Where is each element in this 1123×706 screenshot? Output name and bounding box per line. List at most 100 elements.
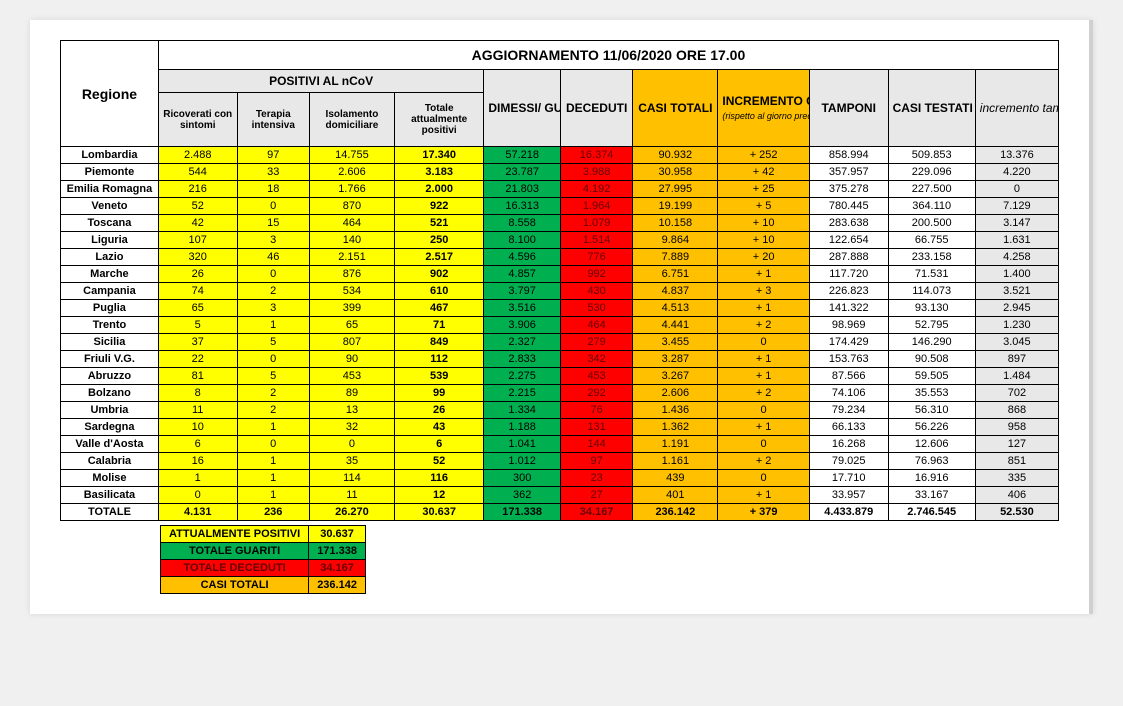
- data-cell: 2.000: [395, 181, 484, 198]
- data-cell: 116: [395, 470, 484, 487]
- data-cell: 16.374: [560, 147, 632, 164]
- summary-value: 171.338: [309, 543, 366, 560]
- data-cell: + 10: [718, 232, 809, 249]
- summary-value: 34.167: [309, 560, 366, 577]
- data-cell: 3.287: [633, 351, 718, 368]
- data-cell: 131: [560, 419, 632, 436]
- data-cell: 10.158: [633, 215, 718, 232]
- data-cell: 42: [158, 215, 237, 232]
- data-cell: 56.310: [888, 402, 975, 419]
- data-cell: 10: [158, 419, 237, 436]
- data-cell: 1.631: [975, 232, 1058, 249]
- data-cell: 279: [560, 334, 632, 351]
- data-cell: 1.079: [560, 215, 632, 232]
- data-cell: 76: [560, 402, 632, 419]
- data-cell: 174.429: [809, 334, 888, 351]
- data-cell: 2.606: [633, 385, 718, 402]
- data-cell: 1.188: [484, 419, 561, 436]
- data-cell: 1: [237, 419, 309, 436]
- data-cell: 4.258: [975, 249, 1058, 266]
- data-cell: 4.433.879: [809, 504, 888, 521]
- data-cell: 114: [309, 470, 394, 487]
- data-cell: 4.513: [633, 300, 718, 317]
- data-cell: 283.638: [809, 215, 888, 232]
- data-cell: 27: [560, 487, 632, 504]
- data-cell: 76.963: [888, 453, 975, 470]
- data-cell: 97: [237, 147, 309, 164]
- data-cell: + 10: [718, 215, 809, 232]
- data-cell: 958: [975, 419, 1058, 436]
- data-cell: 464: [309, 215, 394, 232]
- data-cell: + 20: [718, 249, 809, 266]
- data-cell: + 2: [718, 385, 809, 402]
- data-cell: 2.488: [158, 147, 237, 164]
- region-cell: Sardegna: [61, 419, 159, 436]
- data-cell: 127: [975, 436, 1058, 453]
- region-cell: Lazio: [61, 249, 159, 266]
- data-cell: 98.969: [809, 317, 888, 334]
- data-cell: 876: [309, 266, 394, 283]
- header-deceduti: DECEDUTI: [560, 70, 632, 147]
- data-cell: 0: [718, 402, 809, 419]
- region-cell: Marche: [61, 266, 159, 283]
- data-cell: 1.514: [560, 232, 632, 249]
- data-cell: 140: [309, 232, 394, 249]
- data-cell: 2.275: [484, 368, 561, 385]
- data-cell: 35.553: [888, 385, 975, 402]
- data-cell: 364.110: [888, 198, 975, 215]
- data-cell: 34.167: [560, 504, 632, 521]
- title: AGGIORNAMENTO 11/06/2020 ORE 17.00: [158, 41, 1058, 70]
- data-cell: + 1: [718, 266, 809, 283]
- header-dimessi: DIMESSI/ GUARITI: [484, 70, 561, 147]
- header-casi-testati: CASI TESTATI: [888, 70, 975, 147]
- data-cell: 3.045: [975, 334, 1058, 351]
- data-cell: 1.334: [484, 402, 561, 419]
- data-cell: 52.530: [975, 504, 1058, 521]
- data-cell: 2.606: [309, 164, 394, 181]
- data-cell: 200.500: [888, 215, 975, 232]
- data-cell: 23: [560, 470, 632, 487]
- data-cell: 141.322: [809, 300, 888, 317]
- data-cell: + 252: [718, 147, 809, 164]
- region-cell: Veneto: [61, 198, 159, 215]
- data-cell: 236: [237, 504, 309, 521]
- data-cell: 2: [237, 402, 309, 419]
- data-cell: 4.837: [633, 283, 718, 300]
- data-cell: 3: [237, 232, 309, 249]
- data-cell: 453: [560, 368, 632, 385]
- data-cell: 35: [309, 453, 394, 470]
- data-cell: 46: [237, 249, 309, 266]
- region-cell: TOTALE: [61, 504, 159, 521]
- region-cell: Valle d'Aosta: [61, 436, 159, 453]
- data-cell: + 1: [718, 351, 809, 368]
- data-cell: 509.853: [888, 147, 975, 164]
- data-cell: 8: [158, 385, 237, 402]
- data-cell: 33.957: [809, 487, 888, 504]
- data-cell: 79.234: [809, 402, 888, 419]
- data-cell: 1.964: [560, 198, 632, 215]
- header-ricoverati: Ricoverati con sintomi: [158, 93, 237, 147]
- data-cell: 922: [395, 198, 484, 215]
- data-cell: 1.041: [484, 436, 561, 453]
- data-cell: 30.958: [633, 164, 718, 181]
- region-cell: Toscana: [61, 215, 159, 232]
- data-cell: 21.803: [484, 181, 561, 198]
- summary-label: TOTALE DECEDUTI: [161, 560, 309, 577]
- data-cell: 12: [395, 487, 484, 504]
- data-cell: 3: [237, 300, 309, 317]
- data-cell: 87.566: [809, 368, 888, 385]
- data-cell: 229.096: [888, 164, 975, 181]
- data-cell: 16.268: [809, 436, 888, 453]
- data-cell: 357.957: [809, 164, 888, 181]
- data-cell: 0: [718, 470, 809, 487]
- summary-label: TOTALE GUARITI: [161, 543, 309, 560]
- data-cell: 3.797: [484, 283, 561, 300]
- data-cell: 3.988: [560, 164, 632, 181]
- data-cell: 74: [158, 283, 237, 300]
- data-cell: 534: [309, 283, 394, 300]
- data-cell: 66.133: [809, 419, 888, 436]
- covid-table: Regione AGGIORNAMENTO 11/06/2020 ORE 17.…: [60, 40, 1059, 521]
- data-cell: 851: [975, 453, 1058, 470]
- data-cell: 2: [237, 283, 309, 300]
- region-cell: Piemonte: [61, 164, 159, 181]
